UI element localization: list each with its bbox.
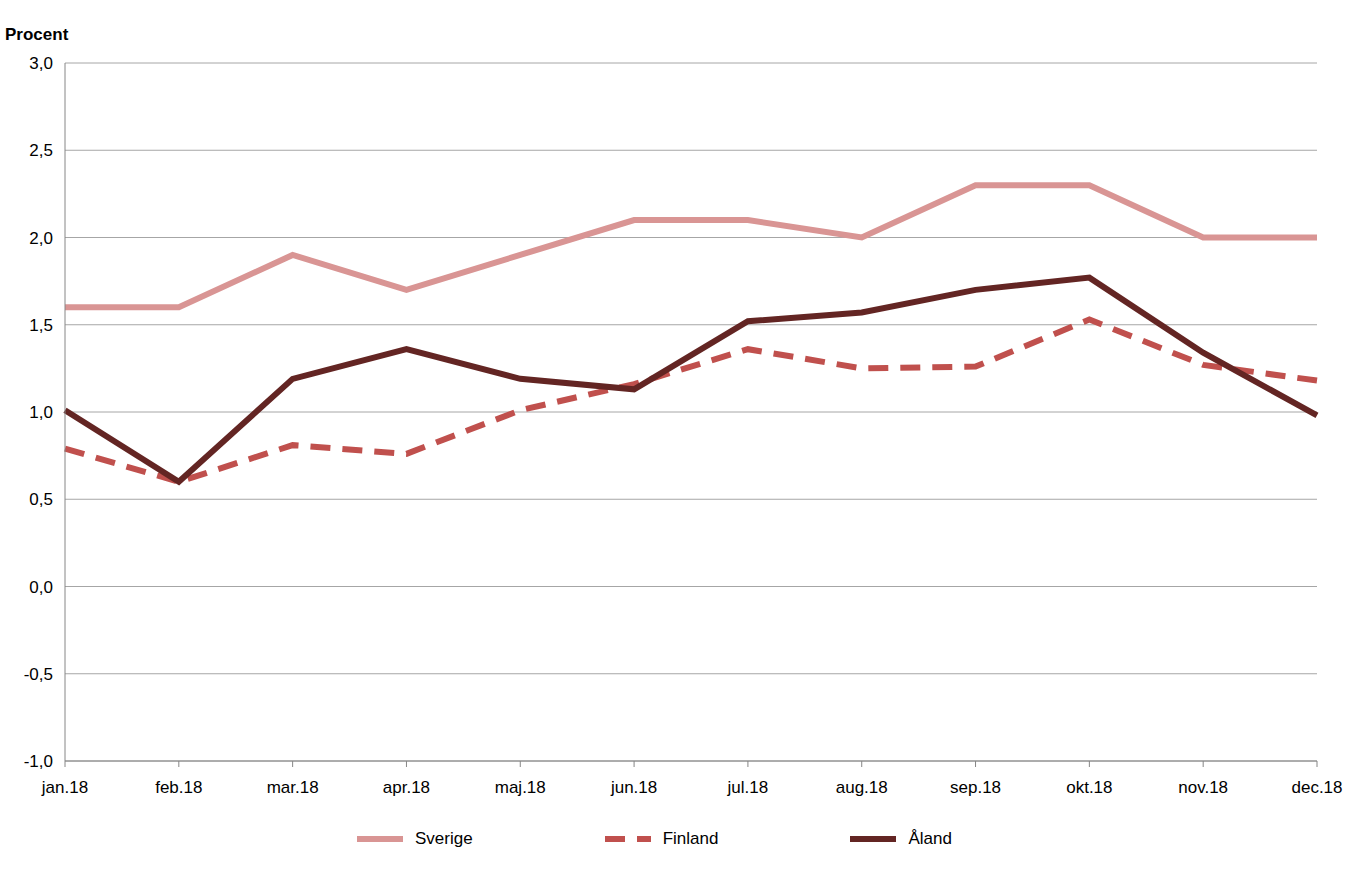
svg-text:mar.18: mar.18 [267,778,319,797]
svg-text:feb.18: feb.18 [155,778,202,797]
svg-text:jul.18: jul.18 [727,778,769,797]
svg-text:1,0: 1,0 [29,403,53,422]
html-text:Finland: Finland [662,829,719,848]
svg-text:0,0: 0,0 [29,578,53,597]
html-text:Sverige: Sverige [415,829,473,848]
svg-text:jan.18: jan.18 [41,778,88,797]
svg-text:-1,0: -1,0 [24,752,53,771]
html-text:Procent: Procent [5,25,69,44]
svg-text:dec.18: dec.18 [1291,778,1337,797]
html-text:Åland: Åland [908,829,952,848]
svg-text:aug.18: aug.18 [836,778,888,797]
svg-text:0,5: 0,5 [29,490,53,509]
svg-text:jun.18: jun.18 [610,778,657,797]
svg-text:sep.18: sep.18 [950,778,1001,797]
svg-text:okt.18: okt.18 [1066,778,1112,797]
svg-text:nov.18: nov.18 [1178,778,1228,797]
svg-text:maj.18: maj.18 [495,778,546,797]
svg-text:1,5: 1,5 [29,316,53,335]
svg-text:apr.18: apr.18 [383,778,430,797]
svg-text:2,0: 2,0 [29,229,53,248]
svg-text:3,0: 3,0 [29,54,53,73]
svg-text:2,5: 2,5 [29,141,53,160]
svg-text:-0,5: -0,5 [24,665,53,684]
